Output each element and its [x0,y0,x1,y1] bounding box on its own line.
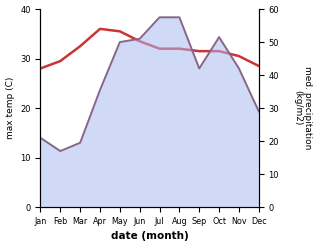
X-axis label: date (month): date (month) [111,231,189,242]
Y-axis label: med. precipitation
(kg/m2): med. precipitation (kg/m2) [293,66,313,150]
Y-axis label: max temp (C): max temp (C) [5,77,15,139]
